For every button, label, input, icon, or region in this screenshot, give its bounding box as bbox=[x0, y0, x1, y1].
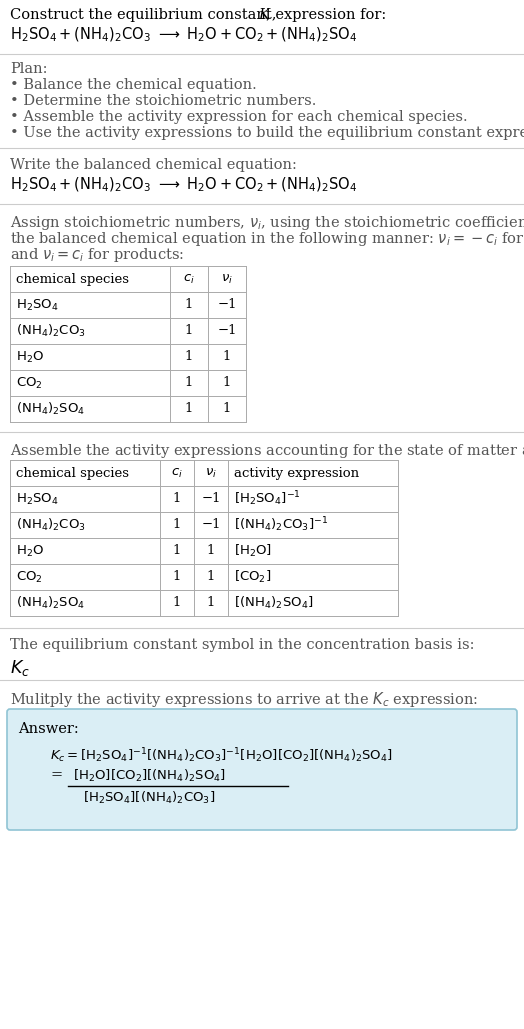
Text: 1: 1 bbox=[185, 377, 193, 390]
Text: −1: −1 bbox=[217, 298, 237, 312]
Text: $\mathrm{(NH_4)_2CO_3}$: $\mathrm{(NH_4)_2CO_3}$ bbox=[16, 517, 86, 533]
Text: $[\mathrm{CO_2}]$: $[\mathrm{CO_2}]$ bbox=[234, 569, 271, 586]
Text: the balanced chemical equation in the following manner: $\nu_i = -c_i$ for react: the balanced chemical equation in the fo… bbox=[10, 230, 524, 248]
Text: $[\mathrm{H_2O}]$: $[\mathrm{H_2O}]$ bbox=[234, 543, 272, 559]
Text: 1: 1 bbox=[173, 597, 181, 609]
Text: $[(\mathrm{NH_4})_2\mathrm{SO_4}]$: $[(\mathrm{NH_4})_2\mathrm{SO_4}]$ bbox=[234, 595, 313, 611]
Text: • Determine the stoichiometric numbers.: • Determine the stoichiometric numbers. bbox=[10, 94, 316, 108]
Text: Write the balanced chemical equation:: Write the balanced chemical equation: bbox=[10, 158, 297, 172]
Text: Plan:: Plan: bbox=[10, 62, 48, 76]
Text: Construct the equilibrium constant,: Construct the equilibrium constant, bbox=[10, 8, 281, 22]
Text: 1: 1 bbox=[185, 351, 193, 363]
Text: −1: −1 bbox=[201, 493, 221, 505]
Text: $\nu_i$: $\nu_i$ bbox=[221, 273, 233, 286]
Text: 1: 1 bbox=[173, 493, 181, 505]
Text: 1: 1 bbox=[207, 570, 215, 583]
Text: • Use the activity expressions to build the equilibrium constant expression.: • Use the activity expressions to build … bbox=[10, 126, 524, 140]
Text: 1: 1 bbox=[207, 597, 215, 609]
Text: $\mathrm{H_2SO_4}$: $\mathrm{H_2SO_4}$ bbox=[16, 492, 59, 506]
Text: −1: −1 bbox=[217, 324, 237, 338]
Text: 1: 1 bbox=[223, 377, 231, 390]
Text: 1: 1 bbox=[223, 351, 231, 363]
Text: • Assemble the activity expression for each chemical species.: • Assemble the activity expression for e… bbox=[10, 110, 467, 125]
Text: $\mathrm{H_2SO_4 + (NH_4)_2CO_3\ \longrightarrow\ H_2O + CO_2 + (NH_4)_2SO_4}$: $\mathrm{H_2SO_4 + (NH_4)_2CO_3\ \longri… bbox=[10, 176, 357, 194]
Text: $[\mathrm{H_2O}][\mathrm{CO_2}][(\mathrm{NH_4})_2\mathrm{SO_4}]$: $[\mathrm{H_2O}][\mathrm{CO_2}][(\mathrm… bbox=[73, 768, 226, 784]
Text: 1: 1 bbox=[185, 402, 193, 416]
Text: 1: 1 bbox=[173, 544, 181, 558]
Text: $\mathrm{CO_2}$: $\mathrm{CO_2}$ bbox=[16, 569, 43, 584]
Text: 1: 1 bbox=[173, 519, 181, 532]
Text: $\mathrm{(NH_4)_2SO_4}$: $\mathrm{(NH_4)_2SO_4}$ bbox=[16, 401, 85, 417]
Text: K: K bbox=[258, 8, 269, 22]
Text: $K_c = [\mathrm{H_2SO_4}]^{-1}[(\mathrm{NH_4})_2\mathrm{CO_3}]^{-1}[\mathrm{H_2O: $K_c = [\mathrm{H_2SO_4}]^{-1}[(\mathrm{… bbox=[50, 746, 393, 765]
Text: The equilibrium constant symbol in the concentration basis is:: The equilibrium constant symbol in the c… bbox=[10, 638, 475, 652]
Text: −1: −1 bbox=[201, 519, 221, 532]
Text: $\mathrm{CO_2}$: $\mathrm{CO_2}$ bbox=[16, 376, 43, 391]
Text: $\mathrm{H_2SO_4 + (NH_4)_2CO_3\ \longrightarrow\ H_2O + CO_2 + (NH_4)_2SO_4}$: $\mathrm{H_2SO_4 + (NH_4)_2CO_3\ \longri… bbox=[10, 26, 357, 44]
Text: $\mathrm{(NH_4)_2SO_4}$: $\mathrm{(NH_4)_2SO_4}$ bbox=[16, 595, 85, 611]
Text: • Balance the chemical equation.: • Balance the chemical equation. bbox=[10, 78, 257, 92]
Text: $c_i$: $c_i$ bbox=[183, 273, 195, 286]
Text: 1: 1 bbox=[173, 570, 181, 583]
Text: $[(\mathrm{NH_4})_2\mathrm{CO_3}]^{-1}$: $[(\mathrm{NH_4})_2\mathrm{CO_3}]^{-1}$ bbox=[234, 516, 328, 534]
FancyBboxPatch shape bbox=[7, 709, 517, 830]
Text: Assemble the activity expressions accounting for the state of matter and $\nu_i$: Assemble the activity expressions accoun… bbox=[10, 442, 524, 460]
Text: $c_i$: $c_i$ bbox=[171, 466, 183, 480]
Text: $[\mathrm{H_2SO_4}][(\mathrm{NH_4})_2\mathrm{CO_3}]$: $[\mathrm{H_2SO_4}][(\mathrm{NH_4})_2\ma… bbox=[83, 790, 215, 806]
Text: , expression for:: , expression for: bbox=[266, 8, 386, 22]
Text: 1: 1 bbox=[185, 324, 193, 338]
Text: =: = bbox=[50, 768, 62, 782]
Text: $[\mathrm{H_2SO_4}]^{-1}$: $[\mathrm{H_2SO_4}]^{-1}$ bbox=[234, 490, 301, 508]
Text: $K_c$: $K_c$ bbox=[10, 658, 30, 678]
Text: 1: 1 bbox=[207, 544, 215, 558]
Text: 1: 1 bbox=[223, 402, 231, 416]
Text: $\mathrm{(NH_4)_2CO_3}$: $\mathrm{(NH_4)_2CO_3}$ bbox=[16, 323, 86, 339]
Text: $\mathrm{H_2O}$: $\mathrm{H_2O}$ bbox=[16, 350, 44, 364]
Text: chemical species: chemical species bbox=[16, 273, 129, 285]
Text: $\mathrm{H_2SO_4}$: $\mathrm{H_2SO_4}$ bbox=[16, 297, 59, 313]
Text: activity expression: activity expression bbox=[234, 466, 359, 480]
Text: $\nu_i$: $\nu_i$ bbox=[205, 466, 217, 480]
Text: 1: 1 bbox=[185, 298, 193, 312]
Text: Mulitply the activity expressions to arrive at the $K_c$ expression:: Mulitply the activity expressions to arr… bbox=[10, 690, 478, 709]
Text: Answer:: Answer: bbox=[18, 722, 79, 736]
Text: $\mathrm{H_2O}$: $\mathrm{H_2O}$ bbox=[16, 543, 44, 559]
Text: and $\nu_i = c_i$ for products:: and $\nu_i = c_i$ for products: bbox=[10, 246, 184, 264]
Text: chemical species: chemical species bbox=[16, 466, 129, 480]
Text: Assign stoichiometric numbers, $\nu_i$, using the stoichiometric coefficients, $: Assign stoichiometric numbers, $\nu_i$, … bbox=[10, 214, 524, 232]
